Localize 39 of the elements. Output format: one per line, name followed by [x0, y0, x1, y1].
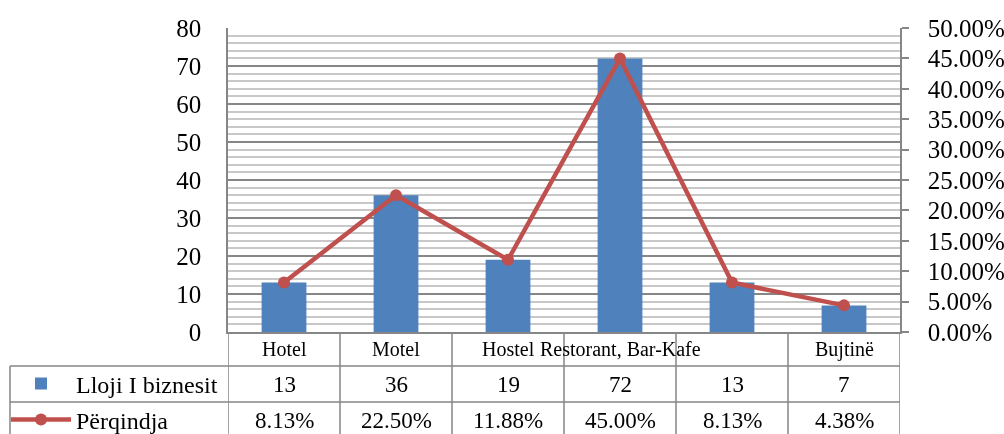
y2-tick-label: 15.00% — [927, 227, 1004, 255]
y2-tick-label: 50.00% — [927, 14, 1004, 42]
y-tick-label: 40 — [176, 166, 202, 194]
data-label: 36 — [385, 372, 408, 397]
y-tick-label: 20 — [176, 242, 202, 270]
y2-tick-label: 5.00% — [927, 288, 993, 316]
data-label: 19 — [497, 372, 520, 397]
y2-tick-label: 30.00% — [927, 136, 1004, 164]
y-tick-label: 80 — [176, 14, 202, 42]
y-tick-label: 0 — [188, 318, 202, 346]
y2-tick-label: 40.00% — [927, 75, 1004, 103]
x-tick-label: Bujtinë — [815, 338, 875, 361]
y-tick-label: 30 — [176, 204, 202, 232]
y2-tick-label: 35.00% — [927, 105, 1004, 133]
data-label: 8.13% — [255, 408, 315, 433]
y2-tick-label: 45.00% — [927, 45, 1004, 73]
data-label: 4.38% — [815, 408, 875, 433]
legend-label: Përqindja — [76, 407, 169, 434]
data-label: 7 — [838, 372, 850, 397]
x-tick-label: Hotel — [262, 338, 307, 360]
data-label: 11.88% — [473, 408, 544, 433]
x-tick-label: Hostel — [482, 338, 535, 360]
y-tick-label: 70 — [176, 52, 202, 80]
y2-tick-label: 25.00% — [927, 166, 1004, 194]
y-tick-label: 60 — [176, 90, 202, 118]
data-label: 8.13% — [703, 408, 763, 433]
x-tick-label: Motel — [372, 338, 421, 360]
data-label: 22.50% — [361, 408, 432, 433]
x-tick-label: Restorant, Bar-Kafe — [540, 338, 701, 360]
y2-tick-label: 10.00% — [927, 257, 1004, 285]
y-tick-label: 10 — [176, 280, 202, 308]
y-tick-label: 50 — [176, 128, 202, 156]
legend-label: Lloji I biznesit — [76, 371, 218, 398]
data-label: 45.00% — [585, 408, 656, 433]
data-label: 13 — [273, 372, 296, 397]
y2-tick-label: 20.00% — [927, 197, 1004, 225]
data-label: 72 — [609, 372, 632, 397]
data-label: 13 — [721, 372, 744, 397]
y2-tick-label: 0.00% — [927, 318, 993, 346]
